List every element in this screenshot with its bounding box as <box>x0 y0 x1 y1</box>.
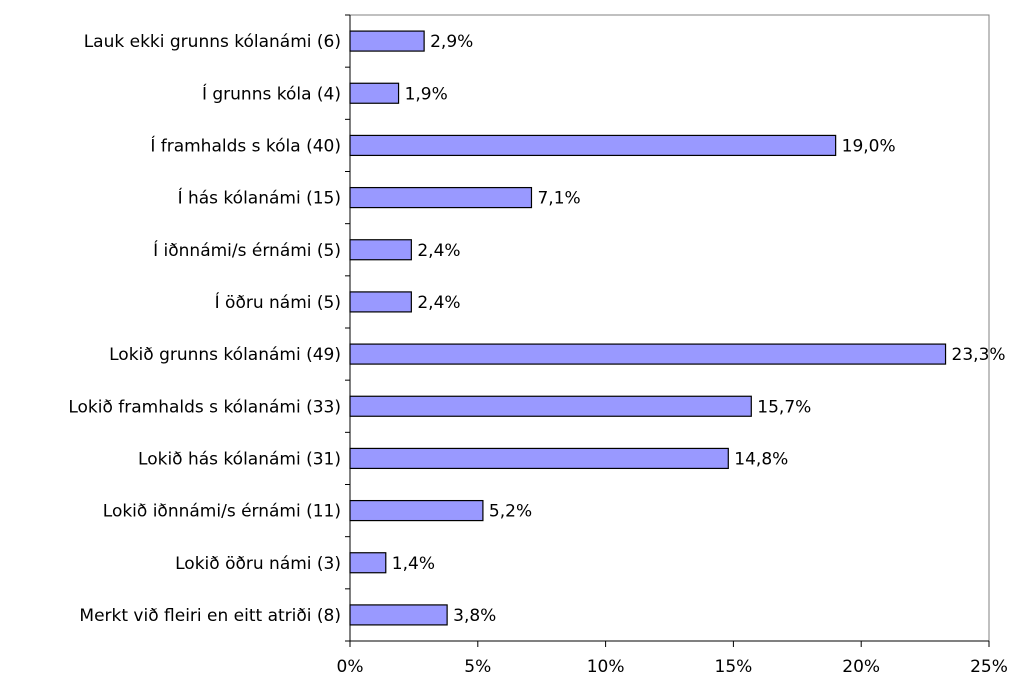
category-label: Í hás kólanámi (15) <box>178 187 341 209</box>
x-tick-label: 15% <box>715 657 753 677</box>
bar <box>349 30 425 52</box>
value-labels-group: 2,9% 1,9% 19,0% 7,1% 2,4% 2,4% 23,3% 15,7% 14,8%… <box>392 32 1006 626</box>
x-tick-label: 10% <box>587 657 625 677</box>
x-tick-label: 5% <box>464 657 491 677</box>
category-label: Í grunns kóla (4) <box>202 82 341 104</box>
bar <box>349 395 752 417</box>
bar <box>349 134 837 157</box>
data-label: 1,4% <box>392 554 435 574</box>
category-labels-group: Lauk ekki grunns kólanámi (6) Í grunns kó… <box>68 32 341 626</box>
x-tick-label: 25% <box>970 657 1008 677</box>
category-label: Lokið öðru námi (3) <box>175 554 341 574</box>
data-label: 19,0% <box>842 136 896 156</box>
x-axis-ticks-group: 0% 5% 10% 15% 20% 25% <box>337 641 1008 677</box>
bar <box>349 604 448 626</box>
bar <box>349 499 484 522</box>
category-label: Lokið iðnnámi/s érnámi (11) <box>103 502 341 522</box>
bar <box>349 343 947 365</box>
bar <box>349 447 729 470</box>
category-label: Í öðru námi (5) <box>215 291 341 313</box>
data-label: 23,3% <box>952 345 1006 365</box>
plot-area <box>349 14 990 642</box>
data-label: 7,1% <box>537 189 580 209</box>
category-label: Í framhalds s kóla (40) <box>150 134 341 156</box>
bar <box>349 239 412 261</box>
bar <box>349 552 387 574</box>
data-label: 2,4% <box>417 293 460 313</box>
data-label: 5,2% <box>489 502 532 522</box>
bar <box>349 291 412 313</box>
category-label: Í iðnnámi/s érnámi (5) <box>153 239 341 261</box>
category-label: Lokið grunns kólanámi (49) <box>109 345 341 365</box>
data-label: 1,9% <box>405 84 448 104</box>
data-label: 15,7% <box>757 397 811 417</box>
y-axis-ticks-group <box>345 14 350 642</box>
data-label: 2,4% <box>417 241 460 261</box>
category-label: Lokið hás kólanámi (31) <box>138 449 341 469</box>
category-label: Lauk ekki grunns kólanámi (6) <box>84 32 341 52</box>
bar <box>349 186 533 209</box>
data-label: 2,9% <box>430 32 473 52</box>
bar <box>349 82 400 104</box>
data-label: 3,8% <box>453 606 496 626</box>
x-tick-label: 20% <box>842 657 880 677</box>
category-label: Merkt við fleiri en eitt atriði (8) <box>79 606 341 626</box>
category-label: Lokið framhalds s kólanámi (33) <box>68 397 341 417</box>
data-label: 14,8% <box>734 449 788 469</box>
x-tick-label: 0% <box>337 657 364 677</box>
